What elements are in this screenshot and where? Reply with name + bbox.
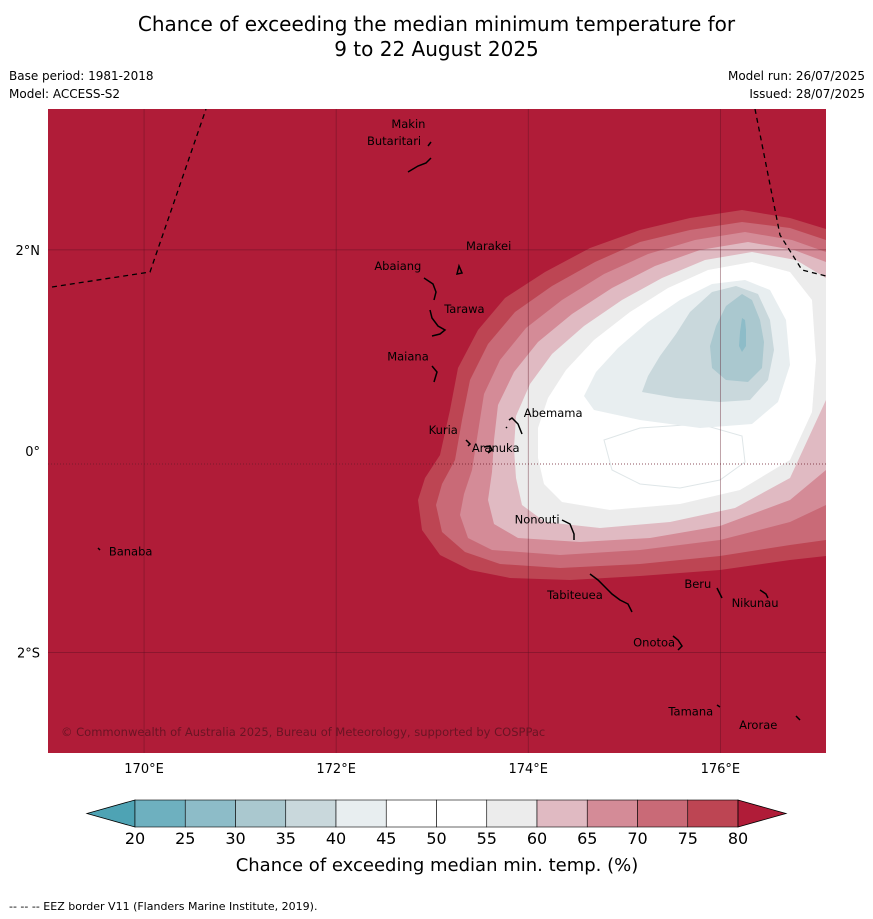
copyright-notice: © Commonwealth of Australia 2025, Bureau…: [61, 725, 545, 739]
model-run: Model run: 26/07/2025: [727, 69, 865, 83]
longitude-tick-labels: 170°E 172°E 174°E 176°E: [124, 762, 740, 777]
eez-border-west: [51, 109, 207, 288]
island-abemama-shape: [505, 417, 523, 435]
title-line-2: 9 to 22 August 2025: [334, 37, 539, 61]
base-period: Base period: 1981-2018: [9, 69, 154, 83]
island-label-tarawa: Tarawa: [443, 302, 484, 316]
colorbar-label: Chance of exceeding median min. temp. (%…: [236, 855, 639, 876]
colorbar-segment: [536, 799, 588, 828]
lon-tick-label: 170°E: [124, 762, 164, 777]
island-tabiteuea-shape: [589, 573, 633, 613]
island-onotoa-shape: [672, 635, 683, 651]
island-label-aranuka: Aranuka: [472, 441, 520, 455]
island-label-makin: Makin: [391, 117, 425, 131]
island-label-tamana: Tamana: [667, 705, 713, 719]
island-label-beru: Beru: [684, 577, 711, 591]
colorbar-tick-label: 20: [125, 829, 145, 848]
colorbar-segment: [335, 799, 387, 828]
colorbar-tick-label: 25: [175, 829, 195, 848]
island-label-abemama: Abemama: [524, 406, 583, 420]
lat-tick-label: 0°: [25, 445, 40, 460]
colorbar-segment: [637, 799, 689, 828]
graticule: [48, 109, 826, 753]
latitude-tick-labels: 2°N 0° 2°S: [16, 244, 41, 662]
island-label-abaiang: Abaiang: [374, 259, 421, 273]
colorbar-tick-label: 70: [627, 829, 647, 848]
island-label-tabiteuea: Tabiteuea: [546, 588, 603, 602]
lon-tick-label: 174°E: [508, 762, 548, 777]
colorbar-tick-label: 75: [678, 829, 698, 848]
colorbar-extend-low: [85, 799, 136, 828]
map-title: Chance of exceeding the median minimum t…: [0, 12, 873, 62]
colorbar-segment: [285, 799, 337, 828]
colorbar-segment: [486, 799, 538, 828]
colorbar-segment: [235, 799, 287, 828]
island-outlines: [97, 141, 801, 721]
colorbar-tick-label: 45: [376, 829, 396, 848]
island-makin-shape: [427, 141, 432, 147]
colorbar-tick-label: 30: [225, 829, 245, 848]
colorbar-tick-label: 35: [276, 829, 296, 848]
eez-footer-note: -- -- -- EEZ border V11 (Flanders Marine…: [9, 900, 318, 913]
map-panel: Makin Butaritari Marakei Abaiang Tarawa Maian…: [48, 109, 826, 753]
island-beru-shape: [716, 587, 723, 599]
colorbar-tick-label: 50: [426, 829, 446, 848]
meta-left: Base period: 1981-2018 Model: ACCESS-S2: [9, 69, 154, 105]
eez-border-east: [754, 109, 826, 277]
island-label-banaba: Banaba: [109, 545, 153, 559]
colorbar-extend-high: [737, 799, 788, 828]
island-arorae-shape: [795, 715, 801, 721]
issued-date: Issued: 28/07/2025: [749, 87, 865, 101]
colorbar-segment: [385, 799, 437, 828]
lat-tick-label: 2°S: [17, 646, 40, 661]
colorbar-tick-label: 80: [728, 829, 748, 848]
colorbar-tick-label: 60: [527, 829, 547, 848]
island-label-onotoa: Onotoa: [633, 635, 675, 649]
island-marakei-shape: [455, 263, 464, 275]
island-label-arorae: Arorae: [739, 718, 777, 732]
contour-line-white-45: [603, 423, 746, 489]
island-label-maiana: Maiana: [387, 350, 429, 364]
colorbar-segment: [436, 799, 488, 828]
island-nikunau-shape: [759, 589, 769, 599]
colorbar-tick-labels: 20 25 30 35 40 45 50 55 60 65 70 75 80: [125, 829, 748, 848]
island-kuria-shape: [465, 439, 472, 447]
colorbar-segment: [586, 799, 638, 828]
lat-tick-label: 2°N: [16, 244, 41, 259]
colorbar-tick-label: 55: [477, 829, 497, 848]
colorbar-segment: [134, 799, 186, 828]
island-butaritari-shape: [407, 157, 432, 173]
island-labels: Makin Butaritari Marakei Abaiang Tarawa Maian…: [109, 117, 779, 732]
island-aranuka-shape: [483, 445, 493, 454]
island-banaba-shape: [97, 547, 101, 551]
island-tarawa-shape: [429, 309, 447, 337]
island-label-kuria: Kuria: [429, 423, 458, 437]
island-label-butaritari: Butaritari: [367, 134, 421, 148]
island-label-nikunau: Nikunau: [732, 596, 779, 610]
lon-tick-label: 172°E: [316, 762, 356, 777]
colorbar-segment: [184, 799, 236, 828]
island-tamana-shape: [716, 704, 721, 708]
lon-tick-label: 176°E: [701, 762, 741, 777]
title-line-1: Chance of exceeding the median minimum t…: [137, 12, 736, 36]
colorbar-tick-label: 65: [577, 829, 597, 848]
meta-right: Model run: 26/07/2025 Issued: 28/07/2025: [728, 69, 865, 105]
island-label-marakei: Marakei: [466, 239, 511, 253]
colorbar: [85, 799, 788, 828]
island-label-nonouti: Nonouti: [515, 513, 560, 527]
colorbar-tick-label: 40: [326, 829, 346, 848]
island-maiana-shape: [431, 365, 438, 383]
model-name: Model: ACCESS-S2: [9, 87, 121, 101]
island-nonouti-shape: [561, 519, 575, 540]
contour-band-30: [710, 294, 764, 382]
island-abaiang-shape: [423, 277, 437, 301]
contour-band-25: [739, 318, 746, 352]
colorbar-segment: [687, 799, 739, 828]
